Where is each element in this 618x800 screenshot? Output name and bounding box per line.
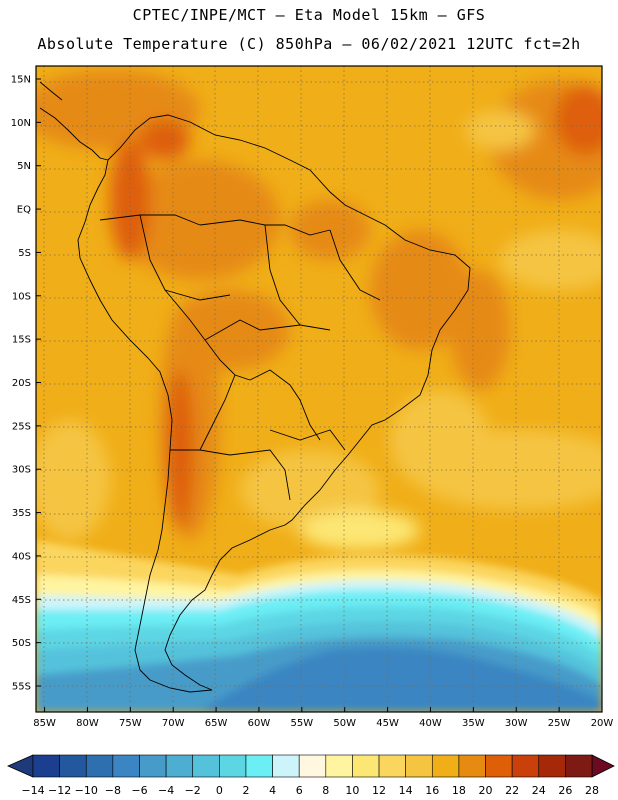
lat-label: 5N xyxy=(17,161,31,172)
colorbar-swatch xyxy=(325,754,353,778)
lon-label: 65W xyxy=(205,718,228,729)
colorbar-label: 10 xyxy=(345,784,359,797)
temperature-field xyxy=(36,66,602,712)
colorbar-swatch xyxy=(511,754,540,778)
lon-label: 75W xyxy=(119,718,142,729)
colorbar-label: −8 xyxy=(105,784,121,797)
colorbar-swatch xyxy=(139,754,167,778)
header-subtitle: Absolute Temperature (C) 850hPa – 06/02/… xyxy=(37,35,581,53)
lon-label: 55W xyxy=(291,718,314,729)
coastlines xyxy=(39,81,471,693)
colorbar-swatch xyxy=(458,754,486,778)
lat-label: 10N xyxy=(11,118,31,129)
lon-label: 70W xyxy=(162,718,185,729)
lon-label: 45W xyxy=(376,718,399,729)
lat-label: 30S xyxy=(12,465,31,476)
colorbar-label: −2 xyxy=(185,784,201,797)
colorbar-label: −4 xyxy=(158,784,174,797)
colorbar-high-arrow xyxy=(591,754,615,778)
latitude-labels: 15N 10N 5N EQ 5S 10S 15S 20S 25S 30S 35S 40S 45S 50S 5… xyxy=(11,75,41,692)
map-frame xyxy=(35,65,603,713)
lat-label: 15N xyxy=(11,75,31,86)
colorbar-label: −6 xyxy=(131,784,147,797)
lon-label: 50W xyxy=(333,718,356,729)
lon-label: 20W xyxy=(591,718,614,729)
colorbar-label: 22 xyxy=(505,784,519,797)
lon-label: 35W xyxy=(462,718,485,729)
colorbar-swatch xyxy=(272,754,300,778)
colorbar-label: 20 xyxy=(479,784,493,797)
lon-label: 25W xyxy=(548,718,571,729)
lat-label: 35S xyxy=(12,508,31,519)
colorbar-label: 8 xyxy=(322,784,329,797)
colorbar-swatch xyxy=(538,754,566,778)
colorbar-label: 14 xyxy=(399,784,413,797)
colorbar-label: 28 xyxy=(585,784,599,797)
lat-label: 25S xyxy=(12,421,31,432)
colorbar-swatch xyxy=(431,754,460,778)
colorbar-label: 26 xyxy=(558,784,572,797)
colorbar-swatch xyxy=(85,754,114,778)
lon-label: 30W xyxy=(505,718,528,729)
colorbar-label: 2 xyxy=(242,784,249,797)
colorbar-label: 12 xyxy=(372,784,386,797)
colorbar-swatch xyxy=(405,754,433,778)
colorbar-swatch xyxy=(352,754,380,778)
colorbar-swatch xyxy=(192,754,220,778)
colorbar-label: −14 xyxy=(21,784,44,797)
lat-label: 50S xyxy=(12,638,31,649)
lat-label: 10S xyxy=(12,291,31,302)
colorbar-low-arrow xyxy=(7,754,34,778)
colorbar-label: 4 xyxy=(269,784,276,797)
colorbar-swatch xyxy=(485,754,513,778)
colorbar-swatch xyxy=(298,754,327,778)
lat-label: 45S xyxy=(12,595,31,606)
lon-label: 60W xyxy=(248,718,271,729)
colorbar-swatch xyxy=(219,754,247,778)
longitude-labels: 85W 80W 75W 70W 65W 60W 55W 50W 45W 40W 35W 30W 25W 2… xyxy=(33,707,613,729)
colorbar: −14 −12 −10 −8 −6 −4 −2 0 2 4 6 8 10 12 14 16 18 20 22 24 26… xyxy=(7,754,615,797)
lon-label: 80W xyxy=(76,718,99,729)
header-title: CPTEC/INPE/MCT – Eta Model 15km – GFS xyxy=(132,6,486,24)
colorbar-swatch xyxy=(245,754,273,778)
colorbar-swatch xyxy=(112,754,140,778)
lon-label: 40W xyxy=(419,718,442,729)
colorbar-label: −12 xyxy=(48,784,71,797)
lat-label: 20S xyxy=(12,378,31,389)
colorbar-swatch xyxy=(565,754,593,778)
lat-label: EQ xyxy=(17,205,31,216)
colorbar-label: 0 xyxy=(216,784,223,797)
colorbar-label: −10 xyxy=(75,784,98,797)
colorbar-label: 18 xyxy=(452,784,466,797)
colorbar-swatch xyxy=(378,754,406,778)
colorbar-label: 24 xyxy=(532,784,546,797)
lon-label: 85W xyxy=(33,718,56,729)
colorbar-swatch xyxy=(32,754,60,778)
colorbar-label: 6 xyxy=(296,784,303,797)
lat-label: 15S xyxy=(12,335,31,346)
lat-label: 55S xyxy=(12,681,31,692)
lat-label: 40S xyxy=(12,551,31,562)
colorbar-swatch xyxy=(59,754,87,778)
colorbar-label: 16 xyxy=(425,784,439,797)
lat-label: 5S xyxy=(18,248,31,259)
colorbar-swatch xyxy=(165,754,194,778)
